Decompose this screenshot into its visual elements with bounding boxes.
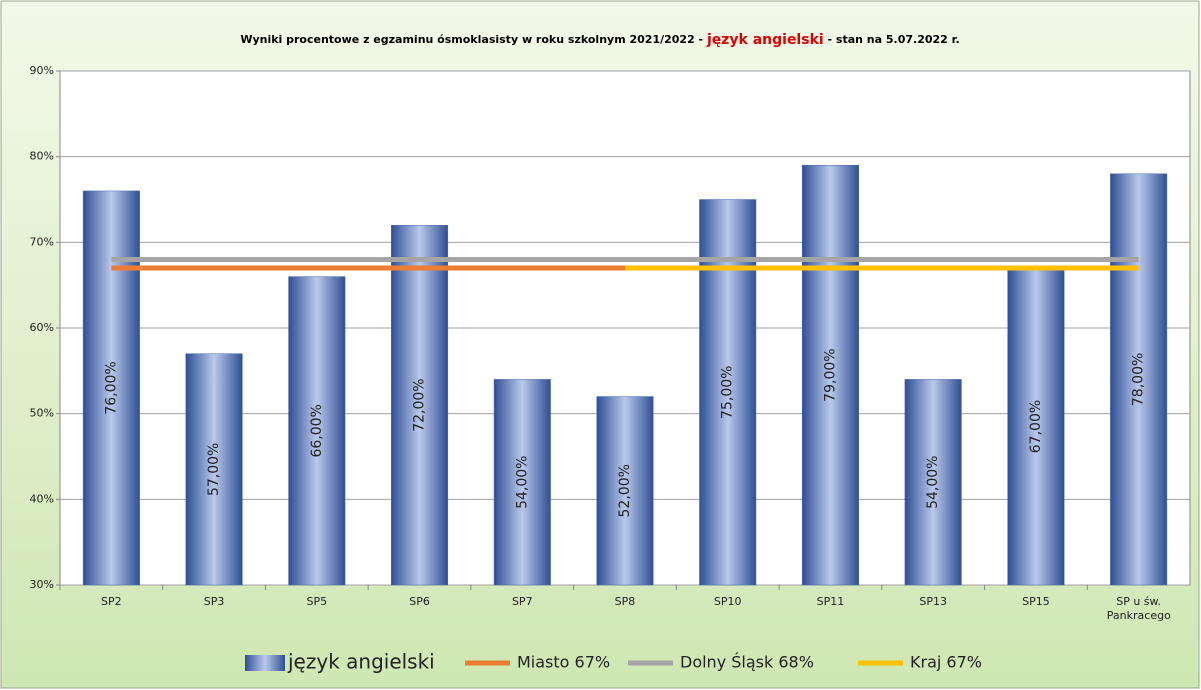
value-label: 54,00% (925, 456, 941, 509)
bar (493, 379, 551, 586)
bar (904, 379, 962, 586)
x-tick-label: SP u św. Pankracego (1106, 595, 1171, 622)
y-tick-label: 30% (30, 578, 54, 591)
value-label: 79,00% (822, 348, 838, 401)
bar (288, 276, 346, 586)
value-label: 67,00% (1028, 400, 1044, 453)
y-tick-label: 60% (30, 321, 54, 334)
x-tick-label: SP11 (816, 595, 845, 608)
title-highlight: język angielski (706, 32, 824, 48)
legend-swatch (245, 655, 285, 671)
bar (801, 164, 859, 586)
chart-title: Wyniki procentowe z egzaminu ósmoklasist… (240, 32, 959, 48)
bar (596, 396, 654, 586)
y-tick-label: 40% (30, 492, 54, 505)
title-part: - stan na 5.07.2022 r. (824, 33, 960, 46)
value-label: 57,00% (206, 443, 222, 496)
bar (699, 199, 757, 586)
value-label: 52,00% (617, 464, 633, 517)
bar (1110, 173, 1168, 586)
x-tick-label: SP5 (306, 595, 328, 608)
value-label: 54,00% (514, 456, 530, 509)
bar (391, 224, 449, 586)
legend-label: Miasto 67% (517, 653, 610, 672)
value-label: 76,00% (103, 361, 119, 414)
title-part: Wyniki procentowe z egzaminu ósmoklasist… (240, 33, 707, 46)
legend-label: Kraj 67% (910, 653, 982, 672)
x-tick-label: SP13 (919, 595, 947, 608)
value-label: 72,00% (412, 378, 428, 431)
y-tick-label: 70% (30, 235, 54, 248)
y-tick-label: 50% (30, 407, 54, 420)
x-tick-label: SP15 (1022, 595, 1050, 608)
bar (1007, 267, 1065, 586)
bar (185, 353, 243, 586)
value-label: 75,00% (720, 366, 736, 419)
legend-label: język angielski (287, 650, 435, 674)
value-label: 78,00% (1131, 353, 1147, 406)
x-tick-label: SP3 (203, 595, 225, 608)
x-tick-label: SP10 (713, 595, 742, 608)
x-tick-label: SP6 (409, 595, 430, 608)
x-tick-label: SP7 (511, 595, 533, 608)
y-tick-label: 80% (30, 150, 54, 163)
y-tick-label: 90% (30, 64, 54, 77)
value-label: 66,00% (309, 404, 325, 457)
x-tick-label: SP8 (614, 595, 636, 608)
legend-label: Dolny Śląsk 68% (680, 653, 814, 672)
bar (82, 190, 140, 586)
x-tick-label: SP2 (101, 595, 122, 608)
